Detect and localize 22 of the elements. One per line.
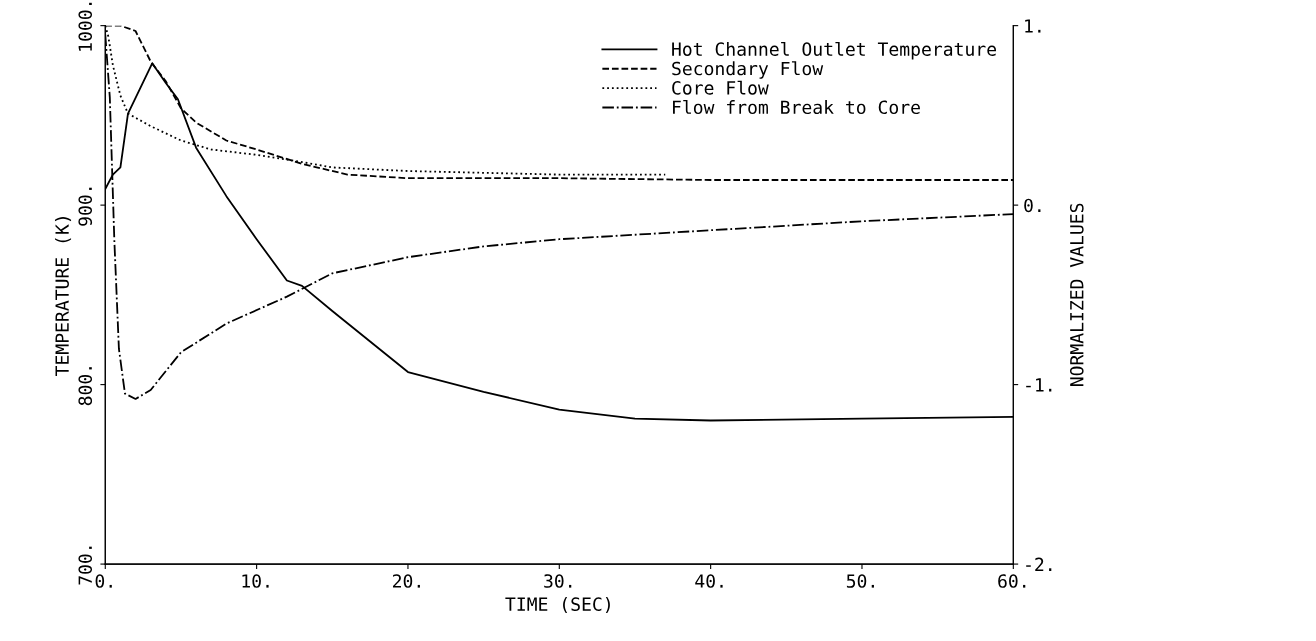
y-tick-label: 800. — [78, 367, 93, 406]
legend-label: Flow from Break to Core — [673, 100, 920, 115]
legend-label: Hot Channel Outlet Temperature — [672, 41, 997, 60]
x-tick-label: 40. — [695, 574, 723, 588]
x-tick-label: 30. — [544, 574, 572, 588]
legend-label: Core Flow — [672, 80, 769, 95]
x-tick-label: 60. — [998, 574, 1026, 588]
y-tick-label: 1000. — [78, 2, 93, 51]
y2-tick-label: 0. — [1024, 198, 1041, 213]
y2-tick-label: 1. — [1025, 19, 1041, 33]
y2-axis-title: NORMALIZED VALUES — [1069, 203, 1084, 387]
x-tick-label: 0. — [95, 574, 112, 588]
y-axis-title: TEMPERATURE (K) — [54, 217, 72, 376]
y2-tick-label: -2. — [1026, 557, 1052, 571]
y-tick-label: 700. — [78, 546, 93, 585]
y2-tick-label: -1. — [1026, 378, 1052, 392]
x-tick-label: 20. — [393, 574, 420, 588]
legend-label: Secondary Flow — [672, 61, 824, 79]
x-tick-label: 10. — [242, 574, 269, 588]
x-tick-label: 50. — [846, 574, 874, 588]
y-tick-label: 900. — [78, 187, 93, 226]
x-axis-title: TIME (SEC) — [505, 597, 610, 614]
